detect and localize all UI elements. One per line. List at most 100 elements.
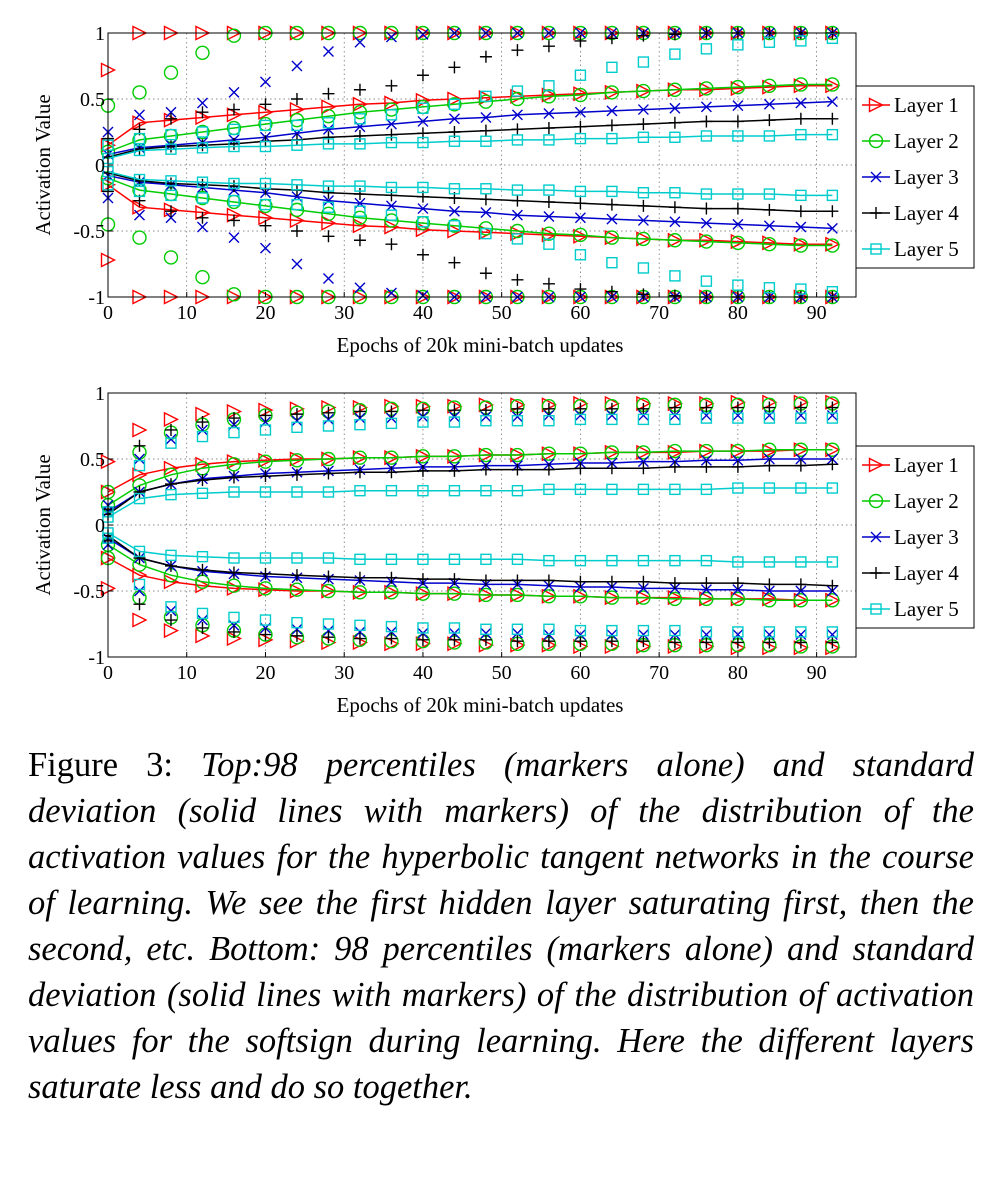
- chart-1-p98-marker: [605, 32, 618, 45]
- chart-1-std-marker: [354, 138, 366, 150]
- chart-2-xtick-label: 40: [413, 662, 433, 684]
- chart-2-p98-marker: [165, 433, 177, 445]
- chart-1-p98-marker: [290, 93, 303, 105]
- chart-1-p98-marker: [354, 113, 366, 125]
- chart-1-std-marker: [700, 188, 713, 200]
- chart-1-std-marker: [384, 213, 399, 228]
- chart-2-std-marker: [228, 552, 240, 564]
- chart-1-std-line-lower: [107, 174, 833, 230]
- chart-2-p98-marker: [511, 623, 524, 635]
- chart-1-std-marker: [731, 202, 744, 215]
- chart-1-std-marker: [543, 210, 555, 222]
- chart-1-std-marker: [164, 140, 177, 153]
- chart-1-xtick-label: 0: [103, 302, 113, 324]
- chart-2-series-5: [102, 412, 839, 638]
- chart-2-p98-marker: [417, 416, 429, 428]
- chart-2-std-marker: [732, 482, 744, 494]
- chart-1-std-marker: [385, 118, 397, 130]
- chart-2-p98-marker: [763, 626, 776, 638]
- chart-2-std-marker: [699, 591, 714, 607]
- chart-2-legend-marker: [868, 493, 884, 509]
- chart-2-std-marker: [700, 483, 713, 496]
- chart-2-std-marker: [132, 467, 148, 483]
- chart-1-p98-marker: [227, 103, 240, 116]
- chart-2-p98-marker: [479, 633, 492, 646]
- chart-1-std-marker: [699, 81, 714, 96]
- chart-2-std-marker: [763, 459, 776, 472]
- chart-1-std-marker: [732, 188, 744, 200]
- chart-2-p98-marker: [290, 408, 303, 421]
- chart-1-std-marker: [574, 185, 587, 198]
- chart-2-p98-marker: [133, 439, 146, 452]
- chart-2-p98-marker: [322, 625, 334, 637]
- chart-2-std-marker: [762, 593, 777, 608]
- chart-1-std-marker: [825, 77, 840, 92]
- chart-1-std-marker: [478, 94, 494, 109]
- chart-2-std-marker: [700, 454, 712, 466]
- chart-1-p98-marker: [196, 211, 209, 224]
- chart-2-legend: Layer 1 Layer 2 Layer 3 Layer 4 Layer 5: [855, 445, 975, 629]
- chart-1-std-marker: [196, 139, 209, 152]
- chart-2-p98-marker: [763, 409, 775, 421]
- chart-2-p98-marker: [196, 621, 209, 634]
- chart-1-std-marker: [573, 87, 588, 103]
- chart-1-std-marker: [259, 140, 272, 153]
- chart-2-p98-marker: [795, 412, 807, 424]
- chart-1-p98-marker: [385, 287, 397, 299]
- chart-1-std-marker: [762, 78, 777, 94]
- chart-1-p98-marker: [228, 232, 240, 244]
- chart-2-p98-marker: [322, 618, 335, 630]
- chart-1-p98-marker: [637, 288, 650, 301]
- chart-1-p98-marker: [228, 86, 240, 98]
- chart-2-p98-marker: [542, 635, 555, 648]
- chart-2-std-marker: [636, 590, 651, 605]
- chart-2-std-marker: [793, 593, 809, 608]
- chart-1-std-marker: [322, 180, 335, 192]
- chart-2-std-marker: [668, 460, 681, 473]
- chart-1-std-marker: [289, 202, 305, 218]
- chart-1-p98-marker: [196, 192, 209, 204]
- chart-2-p98-marker: [134, 453, 145, 465]
- chart-1-std-marker: [794, 112, 807, 125]
- chart-1-p98-marker: [448, 61, 461, 74]
- chart-1-p98-marker: [763, 36, 776, 48]
- chart-2-p98-marker: [163, 411, 180, 428]
- chart-1-std-line-upper: [107, 100, 833, 156]
- chart-1-p98-marker: [132, 230, 147, 245]
- chart-1-std-marker: [384, 95, 400, 111]
- chart-1-std-marker: [794, 205, 807, 218]
- chart-1-legend-marker: [870, 243, 882, 255]
- chart-1-std-marker: [669, 216, 681, 228]
- chart-2-std-marker: [700, 460, 713, 473]
- chart-1-p98-marker: [291, 60, 303, 72]
- chart-1-std-marker: [352, 218, 369, 234]
- chart-2-std-marker: [479, 574, 492, 587]
- chart-2-std-marker: [447, 449, 462, 464]
- chart-2-p98-marker: [228, 611, 240, 624]
- chart-1-std-marker: [669, 187, 681, 199]
- chart-1-p98-marker: [669, 270, 681, 282]
- chart-2-std-marker: [574, 554, 587, 567]
- chart-1-std-marker: [637, 131, 650, 143]
- chart-2-p98-marker: [511, 627, 523, 639]
- chart-2-legend-marker: [870, 567, 882, 579]
- chart-1-std-marker: [322, 138, 335, 150]
- chart-1-std-marker: [606, 105, 618, 117]
- chart-1-std-marker: [352, 96, 369, 112]
- chart-2-std-marker: [448, 573, 461, 586]
- chart-1-std-marker: [133, 173, 146, 186]
- chart-1-std-marker: [795, 128, 807, 141]
- chart-2-legend-label: Layer 3: [894, 525, 959, 549]
- chart-1-xtick-label: 20: [255, 302, 275, 324]
- chart-1-p98-marker: [637, 56, 650, 68]
- chart-2-p98-marker: [196, 607, 209, 620]
- chart-1-std-marker: [480, 207, 492, 219]
- chart-1-std-marker: [196, 178, 209, 191]
- chart-1-std-line-upper: [107, 133, 833, 160]
- chart-2-std-marker: [826, 482, 839, 494]
- chart-1-p98-marker: [133, 132, 146, 145]
- chart-1-std-marker: [511, 209, 523, 221]
- chart-1-p98-marker: [385, 238, 398, 251]
- bottom-chart: 0 10 20 30 40 50 60 70 80 90 1 0.5 0 -0.5 -1 Epochs of …: [31, 383, 975, 717]
- chart-2-legend-label: Layer 4: [894, 561, 959, 585]
